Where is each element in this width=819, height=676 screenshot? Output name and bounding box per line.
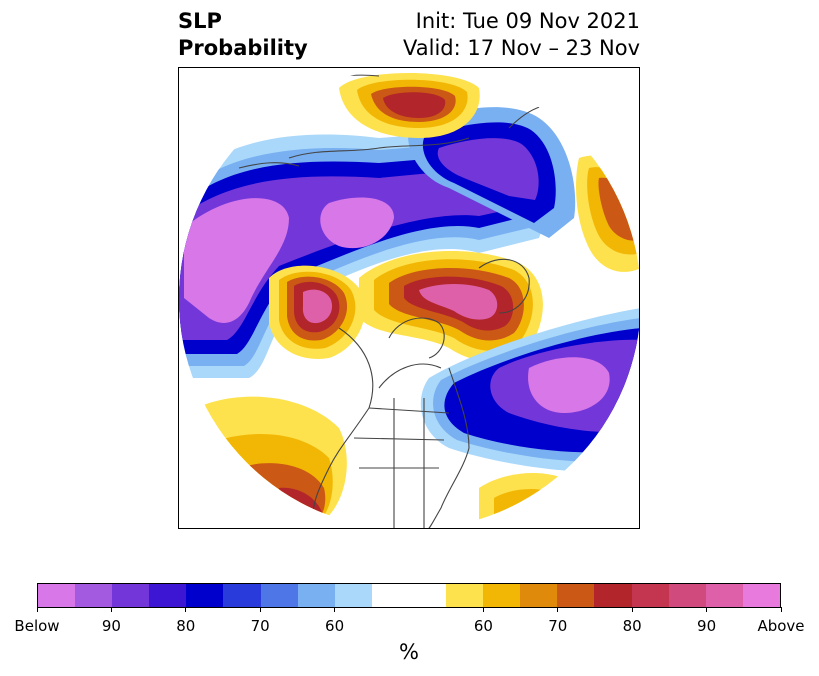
colorbar-segment bbox=[223, 584, 261, 607]
colorbar-segment bbox=[742, 584, 780, 607]
map-title-left: SLP Probability bbox=[178, 8, 308, 62]
valid-range-label: Valid: 17 Nov – 23 Nov bbox=[403, 36, 640, 60]
colorbar-tick-label: 80 bbox=[622, 617, 642, 635]
colorbar-tick bbox=[110, 607, 112, 612]
colorbar-tick bbox=[334, 607, 336, 612]
above-anomaly-southeast bbox=[479, 473, 579, 528]
above-anomaly-top bbox=[339, 73, 480, 138]
below-anomaly-north bbox=[408, 107, 576, 238]
below-anomaly-atlantic bbox=[420, 308, 639, 472]
colorbar-segment bbox=[520, 584, 558, 607]
colorbar bbox=[37, 583, 781, 608]
colorbar-tick bbox=[780, 607, 782, 612]
colorbar-tick bbox=[259, 607, 261, 612]
colorbar-tick-label: 60 bbox=[325, 617, 345, 635]
colorbar-tick-label: Below bbox=[14, 617, 60, 635]
colorbar-tick-label: 80 bbox=[176, 617, 196, 635]
colorbar-segment bbox=[297, 584, 335, 607]
init-date-label: Init: Tue 09 Nov 2021 bbox=[415, 9, 640, 33]
map-title-right: Init: Tue 09 Nov 2021 Valid: 17 Nov – 23… bbox=[403, 8, 640, 62]
colorbar-segment bbox=[186, 584, 224, 607]
colorbar-unit-label: % bbox=[399, 640, 419, 664]
colorbar-tick-label: 60 bbox=[473, 617, 493, 635]
colorbar-tick-label: Above bbox=[757, 617, 805, 635]
colorbar-tick bbox=[706, 607, 708, 612]
colorbar-segment bbox=[446, 584, 484, 607]
colorbar-segment bbox=[38, 584, 76, 607]
above-anomaly-center bbox=[359, 251, 543, 362]
colorbar-segment bbox=[112, 584, 150, 607]
colorbar-segment bbox=[483, 584, 521, 607]
colorbar-tick-label: 70 bbox=[548, 617, 568, 635]
colorbar-segment bbox=[668, 584, 706, 607]
probability-map bbox=[179, 68, 639, 528]
colorbar-tick bbox=[557, 607, 559, 612]
colorbar-segment bbox=[705, 584, 743, 607]
colorbar-tick bbox=[36, 607, 38, 612]
polar-map-panel bbox=[178, 67, 640, 529]
colorbar-segment bbox=[260, 584, 298, 607]
colorbar-tick bbox=[631, 607, 633, 612]
colorbar-tick-label: 90 bbox=[101, 617, 121, 635]
variable-label: SLP bbox=[178, 9, 222, 33]
colorbar-tick-label: 70 bbox=[250, 617, 270, 635]
colorbar-segment bbox=[334, 584, 372, 607]
above-anomaly-alaska bbox=[269, 265, 365, 359]
colorbar-segment bbox=[594, 584, 632, 607]
colorbar-segment bbox=[408, 584, 447, 607]
product-label: Probability bbox=[178, 36, 308, 60]
colorbar-segment bbox=[149, 584, 187, 607]
above-anomaly-southwest bbox=[179, 396, 347, 528]
colorbar-segment bbox=[631, 584, 669, 607]
colorbar-tick-label: 90 bbox=[697, 617, 717, 635]
colorbar-tick bbox=[185, 607, 187, 612]
colorbar-segment bbox=[371, 584, 409, 607]
colorbar-segment bbox=[557, 584, 595, 607]
colorbar-segment bbox=[75, 584, 113, 607]
colorbar-tick bbox=[482, 607, 484, 612]
